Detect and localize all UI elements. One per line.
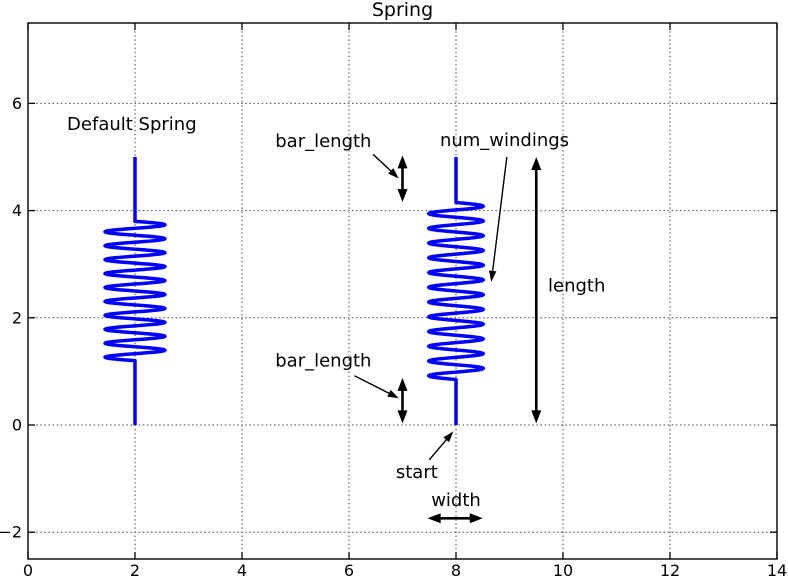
bar-length-bottom-pointer-line — [354, 375, 394, 396]
axes-frame — [27, 22, 778, 560]
bar-length-top-arrow-head — [397, 189, 408, 203]
num-windings-pointer-head — [488, 270, 497, 282]
x-tick-label: 6 — [344, 561, 354, 577]
start-pointer-line — [428, 436, 450, 461]
width-arrow-head — [469, 513, 483, 524]
x-tick-label: 4 — [237, 561, 247, 577]
y-tick-label: 4 — [12, 201, 22, 220]
bar-length-top-pointer-head — [388, 168, 399, 179]
x-tick-label: 10 — [553, 561, 573, 577]
bar-length-top-arrow-head — [397, 155, 408, 169]
spring-annotated-path — [426, 157, 486, 425]
bar-length-bottom-arrow-head — [397, 410, 408, 424]
bar-length-bottom-arrow-head — [397, 377, 408, 391]
y-tick-label: −2 — [0, 523, 22, 542]
y-tick-label: 0 — [12, 416, 22, 435]
length-arrow-head — [531, 410, 542, 424]
x-tick-label: 2 — [130, 561, 140, 577]
start-label: start — [396, 462, 438, 483]
width-arrow-head — [427, 513, 441, 524]
length-arrow-head — [531, 157, 542, 170]
default-spring-label: Default Spring — [67, 114, 197, 135]
bar-length-bottom-label: bar_length — [275, 351, 371, 372]
num-windings-pointer-line — [491, 156, 508, 276]
bar-length-top-pointer-line — [372, 153, 395, 175]
bar-length-top-label: bar_length — [275, 131, 371, 152]
x-tick-label: 12 — [660, 561, 680, 577]
width-label: width — [431, 490, 481, 511]
start-pointer-head — [443, 431, 454, 443]
spring-default-path — [103, 157, 167, 425]
x-tick-label: 14 — [767, 561, 787, 577]
y-tick-label: 6 — [12, 94, 22, 113]
plot-title: Spring — [372, 0, 433, 21]
num-windings-label: num_windings — [440, 130, 569, 151]
y-tick-label: 2 — [12, 308, 22, 327]
length-label: length — [548, 276, 605, 297]
x-tick-label: 8 — [451, 561, 461, 577]
x-tick-label: 0 — [23, 561, 33, 577]
bar-length-bottom-pointer-head — [387, 389, 399, 399]
